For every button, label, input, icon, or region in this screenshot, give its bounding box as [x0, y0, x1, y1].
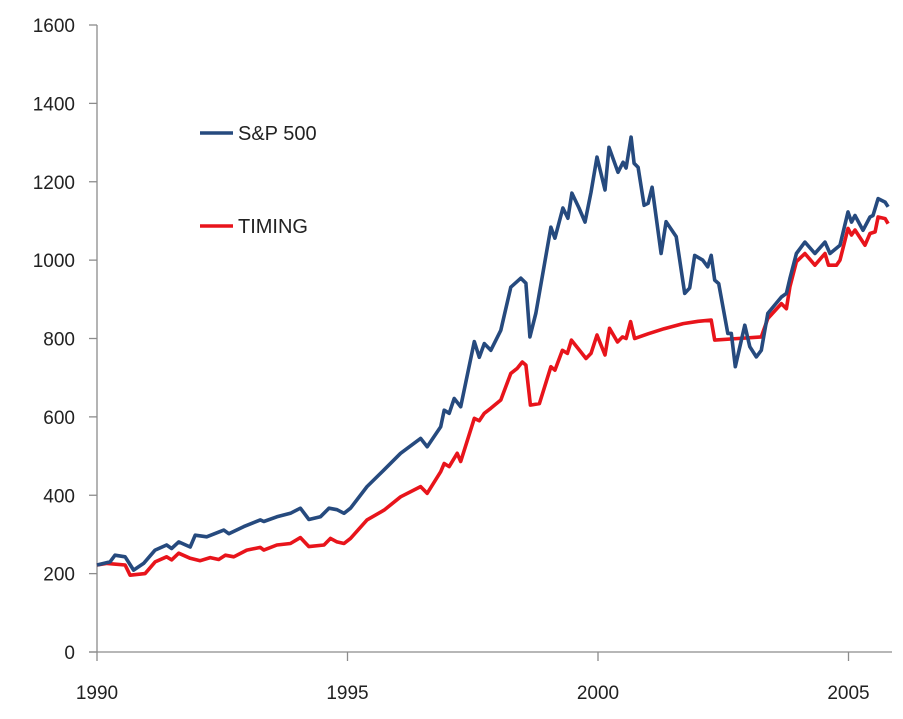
y-tick-label: 1600	[33, 16, 75, 37]
legend-label-sp500: S&P 500	[238, 123, 317, 145]
y-tick-label: 0	[64, 643, 75, 664]
y-tick-label: 1400	[33, 94, 75, 115]
series-line-s-p-500	[96, 135, 890, 572]
y-tick-label: 400	[43, 486, 75, 507]
legend: S&P 500 TIMING	[200, 123, 317, 238]
x-axis-ticks: 1990 1995 2000 2005	[76, 652, 870, 704]
y-tick-label: 1000	[33, 251, 75, 272]
y-axis-ticks: 0 200 400 600 800 1000 1200 1400 1600	[33, 16, 97, 664]
x-tick-label: 2005	[827, 683, 869, 704]
y-tick-label: 200	[43, 565, 75, 586]
x-tick-label: 1995	[326, 683, 368, 704]
x-tick-label: 1990	[76, 683, 118, 704]
legend-label-timing: TIMING	[238, 216, 308, 238]
y-tick-label: 600	[43, 408, 75, 429]
y-tick-label: 800	[43, 330, 75, 351]
series-line-timing	[96, 215, 890, 577]
series-group	[96, 135, 890, 577]
x-tick-label: 2000	[577, 683, 619, 704]
y-tick-label: 1200	[33, 173, 75, 194]
